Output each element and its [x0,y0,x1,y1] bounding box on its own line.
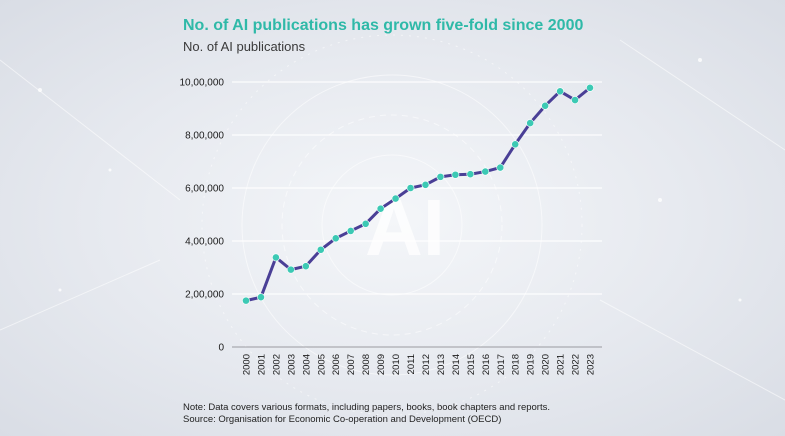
chart-footnote: Note: Data covers various formats, inclu… [183,402,550,426]
data-point [436,172,445,181]
data-point [242,296,250,305]
data-point [481,167,490,176]
data-point [526,119,535,127]
x-tick-label: 2013 [436,354,447,375]
data-point [496,163,505,172]
data-point [511,140,520,149]
data-point [391,194,400,203]
x-tick-label: 2004 [301,354,312,375]
x-tick-label: 2022 [571,354,582,375]
x-tick-label: 2000 [242,354,253,375]
ai-watermark: AI [365,183,445,272]
data-point [257,293,265,302]
x-tick-label: 2008 [361,354,372,375]
x-tick-label: 2007 [346,354,357,375]
data-point [272,253,280,262]
x-tick-label: 2011 [406,354,417,374]
note-text: Note: Data covers various formats, inclu… [183,402,550,413]
x-tick-label: 2015 [466,354,477,375]
chart-subtitle: No. of AI publications [183,39,306,54]
source-text: Source: Organisation for Economic Co-ope… [183,414,502,425]
y-tick-label: 8,00,000 [185,131,224,142]
x-tick-label: 2014 [451,354,462,375]
x-tick-label: 2023 [586,354,597,375]
y-tick-label: 4,00,000 [185,237,224,248]
data-point [301,262,310,271]
x-tick-label: 2005 [316,354,327,375]
data-point [346,227,355,235]
x-tick-label: 2020 [541,354,552,375]
x-tick-label: 2010 [391,354,402,375]
x-tick-label: 2019 [526,354,537,375]
data-point [556,87,564,96]
x-tick-label: 2006 [331,354,342,375]
x-tick-label: 2021 [556,354,567,375]
chart-title: No. of AI publications has grown five-fo… [183,17,584,34]
data-point [286,265,295,274]
data-point [466,170,475,179]
data-point [541,101,550,110]
data-point [451,170,460,179]
y-tick-label: 2,00,000 [185,290,224,301]
data-point [331,234,340,243]
data-point [376,204,385,213]
x-tick-label: 2018 [511,354,522,375]
data-point [406,184,415,192]
data-point [571,96,579,104]
x-tick-label: 2003 [286,354,297,375]
x-tick-label: 2012 [421,354,432,375]
data-point [421,180,430,189]
x-tick-label: 2017 [496,354,507,375]
y-tick-label: 0 [218,343,224,354]
x-tick-label: 2001 [256,354,267,375]
data-point [361,219,370,228]
x-tick-label: 2016 [481,354,492,375]
y-tick-label: 6,00,000 [185,184,224,195]
x-tick-label: 2009 [376,354,387,375]
y-tick-label: 10,00,000 [180,78,225,89]
x-tick-label: 2002 [271,354,282,375]
data-point [316,245,325,254]
data-point [586,83,594,92]
